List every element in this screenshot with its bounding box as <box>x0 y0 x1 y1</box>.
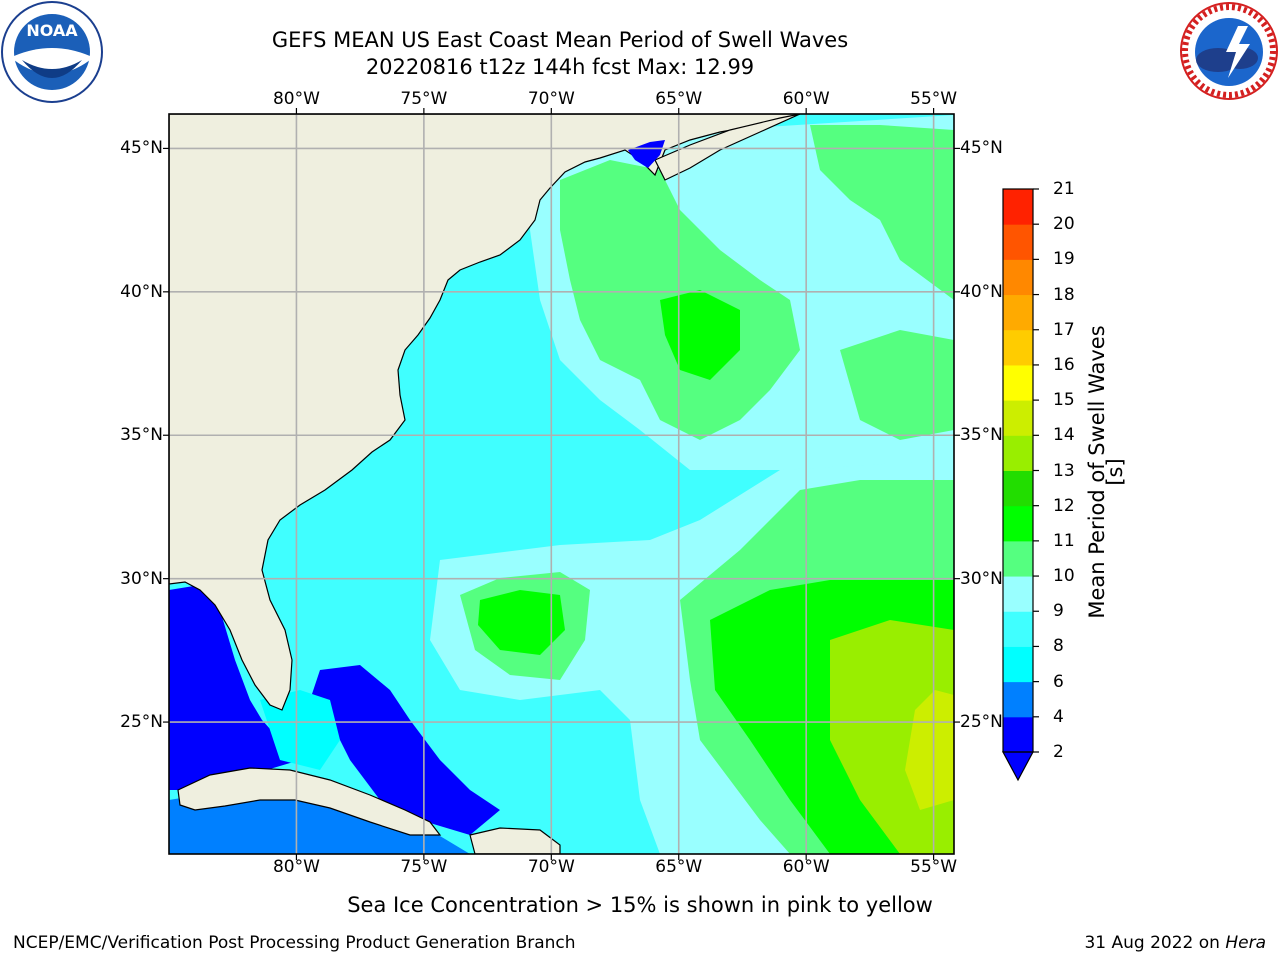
run-host: Hera <box>1225 933 1266 953</box>
colorbar-segment <box>1003 646 1033 683</box>
colorbar-segment <box>1003 681 1033 718</box>
colorbar-segment <box>1003 576 1033 612</box>
colorbar-label: Mean Period of Swell Waves [s] <box>1085 325 1127 619</box>
swell-10-11s-region <box>660 290 740 380</box>
lat-label-left: 45°N <box>120 138 163 159</box>
colorbar-tick-label: 13 <box>1053 460 1075 481</box>
colorbar-tick-label: 14 <box>1053 425 1075 446</box>
colorbar-segment <box>1003 294 1033 331</box>
lon-label-bottom: 60°W <box>782 857 830 877</box>
colorbar-tick-label: 19 <box>1053 249 1075 270</box>
swell-2-4s-region <box>169 790 470 854</box>
swell-4-6s-region <box>260 690 340 770</box>
swell-12-13s-region <box>905 690 954 810</box>
colorbar-segment <box>1003 189 1033 225</box>
colorbar-tick-label: 2 <box>1053 742 1064 762</box>
colorbar-tick-label: 11 <box>1053 530 1075 551</box>
colorbar-segment <box>1003 505 1033 542</box>
lat-label-right: 35°N <box>960 425 1003 446</box>
land-cuba <box>177 767 442 836</box>
colorbar-segment <box>1003 716 1033 753</box>
colorbar-tick-label: 10 <box>1053 566 1075 587</box>
lat-label-left: 40°N <box>120 281 163 302</box>
noaa-logo-icon: NOAA <box>1 1 103 103</box>
colorbar-tick-label: 16 <box>1053 354 1075 375</box>
credit-text: NCEP/EMC/Verification Post Processing Pr… <box>13 933 576 953</box>
colorbar-segment <box>1003 364 1033 401</box>
lat-label-left: 30°N <box>120 568 163 589</box>
colorbar-tick-label: 21 <box>1053 179 1075 199</box>
land-hispaniola <box>469 827 561 854</box>
colorbar-tick-label: 17 <box>1053 319 1075 340</box>
swell-2-4s-region <box>310 665 500 835</box>
colorbar-tick-label: 4 <box>1053 706 1064 727</box>
lon-label-top: 80°W <box>272 89 320 109</box>
colorbar-tick-label: 20 <box>1053 214 1075 235</box>
lat-label-right: 45°N <box>960 138 1003 159</box>
lat-label-right: 30°N <box>960 568 1003 589</box>
land-north-america <box>169 114 801 711</box>
lon-label-bottom: 65°W <box>655 857 703 877</box>
swell-9-10s-region <box>840 330 954 440</box>
land-nova-scotia <box>654 114 801 181</box>
colorbar-segment <box>1003 435 1033 471</box>
swell-9-10s-region <box>810 125 954 300</box>
lat-label-right: 25°N <box>960 712 1003 733</box>
lat-label-left: 25°N <box>120 712 163 733</box>
colorbar-segment <box>1003 611 1033 647</box>
colorbar-segment <box>1003 470 1033 507</box>
colorbar-extend-arrow <box>1001 751 1035 782</box>
colorbar-segment <box>1003 259 1033 296</box>
map-gridlines <box>169 114 954 854</box>
lon-label-top: 70°W <box>527 89 575 109</box>
colorbar-tick-label: 8 <box>1053 636 1064 657</box>
lon-label-bottom: 75°W <box>400 857 448 877</box>
lon-label-bottom: 70°W <box>527 857 575 877</box>
map-frame <box>168 113 955 855</box>
run-date-text: 31 Aug 2022 on <box>1084 933 1220 953</box>
lat-label-right: 40°N <box>960 281 1003 302</box>
nws-logo-icon <box>1180 2 1278 100</box>
swell-2-4s-region <box>169 585 300 790</box>
bay-of-fundy <box>628 140 665 168</box>
colorbar-tick-label: 9 <box>1053 601 1064 622</box>
swell-10-11s-region <box>478 590 565 655</box>
lat-label-left: 35°N <box>120 425 163 446</box>
colorbar-segment <box>1003 400 1033 436</box>
colorbar-segment <box>1003 329 1033 366</box>
lon-label-top: 75°W <box>400 89 448 109</box>
colorbar-segment <box>1003 224 1033 260</box>
colorbar-tick-label: 18 <box>1053 284 1075 305</box>
colorbar-tick-label: 6 <box>1053 671 1064 692</box>
lon-label-top: 60°W <box>782 89 830 109</box>
colorbar-tick-label: 15 <box>1053 390 1075 411</box>
colorbar-tick-label: 12 <box>1053 495 1075 516</box>
run-date: 31 Aug 2022 on Hera <box>1084 933 1266 953</box>
map-title: GEFS MEAN US East Coast Mean Period of S… <box>271 28 849 52</box>
map-subtitle: 20220816 t12z 144h fcst Max: 12.99 <box>365 55 755 79</box>
lon-label-top: 55°W <box>910 89 958 109</box>
lon-label-top: 65°W <box>655 89 703 109</box>
colorbar-segment <box>1003 540 1033 577</box>
lon-label-bottom: 55°W <box>910 857 958 877</box>
sea-ice-note: Sea Ice Concentration > 15% is shown in … <box>347 893 933 917</box>
noaa-logo-text: NOAA <box>26 21 78 40</box>
lon-label-bottom: 80°W <box>272 857 320 877</box>
